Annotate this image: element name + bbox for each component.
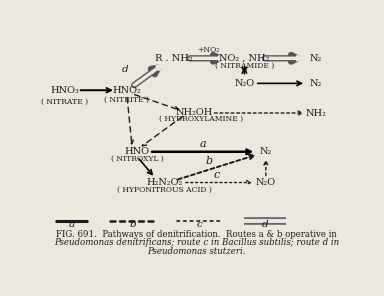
Text: N₂O: N₂O	[234, 79, 255, 88]
Text: ( NITRATE ): ( NITRATE )	[41, 98, 88, 106]
Text: N₂: N₂	[259, 147, 271, 156]
Text: +NO₂: +NO₂	[197, 46, 219, 54]
Text: NH₂OH: NH₂OH	[176, 108, 214, 117]
Text: ( NITRAMIDE ): ( NITRAMIDE )	[215, 62, 274, 70]
Text: Pseudomonas stutzeri.: Pseudomonas stutzeri.	[147, 247, 246, 256]
Text: a: a	[199, 139, 206, 149]
Text: Pseudomonas denitrificans; route c in Bacillus subtilis; route d in: Pseudomonas denitrificans; route c in Ba…	[54, 238, 339, 247]
Text: NH₂: NH₂	[305, 109, 326, 118]
Text: d: d	[121, 65, 128, 74]
Text: N₂O: N₂O	[255, 178, 275, 187]
Text: HNO₂: HNO₂	[113, 86, 141, 95]
Text: HNO: HNO	[125, 147, 150, 156]
Text: a: a	[69, 220, 75, 229]
Text: d: d	[262, 220, 268, 229]
Text: ( NITRITE ): ( NITRITE )	[104, 96, 149, 104]
Text: FIG. 691.  Pathways of denitrification.  Routes a & b operative in: FIG. 691. Pathways of denitrification. R…	[56, 230, 337, 239]
Text: N₂: N₂	[310, 79, 322, 88]
Text: N₂: N₂	[310, 54, 322, 63]
Text: H₂N₂O₂: H₂N₂O₂	[147, 178, 183, 187]
Text: c: c	[197, 220, 203, 229]
Text: HNO₃: HNO₃	[50, 86, 79, 95]
Text: R . NH₂: R . NH₂	[155, 54, 193, 63]
Text: ( NITROXYL ): ( NITROXYL )	[111, 155, 164, 163]
Text: NO₂ , NH₂: NO₂ , NH₂	[219, 54, 270, 63]
Text: ( HYPONITROUS ACID ): ( HYPONITROUS ACID )	[117, 186, 212, 194]
Text: b: b	[129, 220, 136, 229]
Text: b: b	[205, 156, 212, 165]
Text: c: c	[214, 170, 220, 181]
Text: ( HYDROXYLAMINE ): ( HYDROXYLAMINE )	[159, 115, 243, 123]
